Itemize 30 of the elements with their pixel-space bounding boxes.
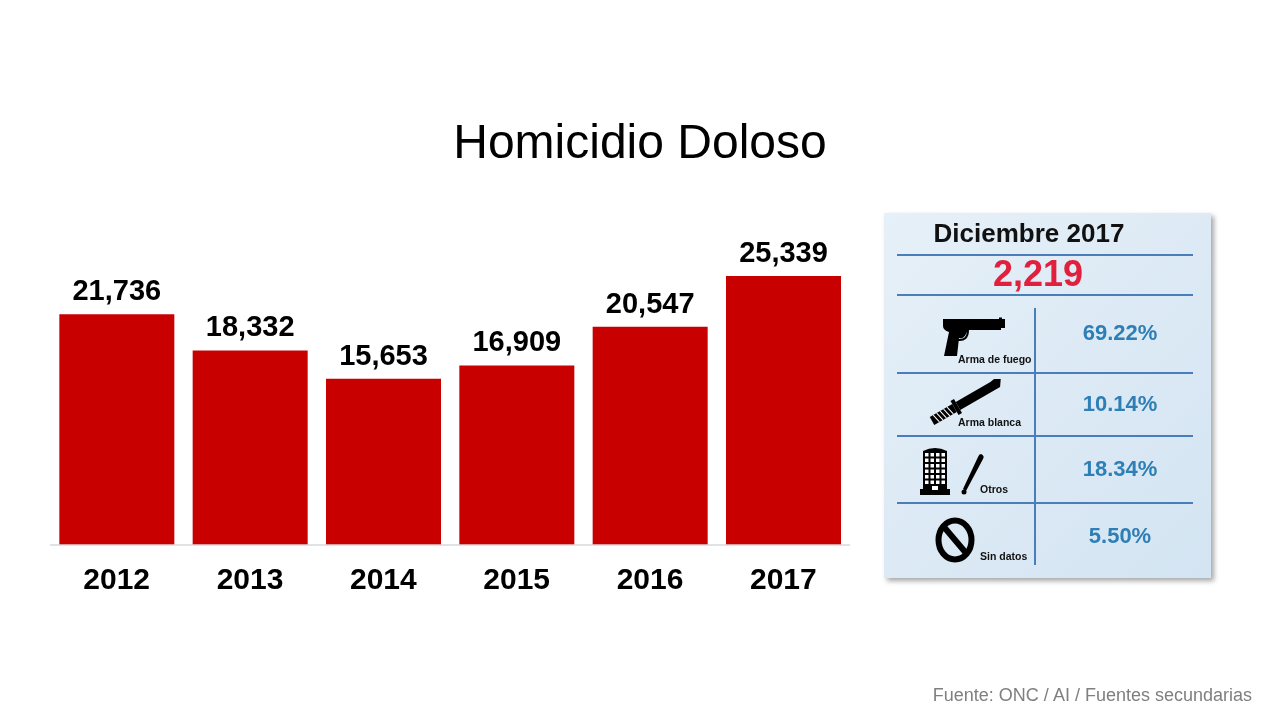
chart-title: Homicidio Doloso <box>453 115 827 168</box>
data-label: 16,909 <box>472 325 562 358</box>
data-label: 15,653 <box>339 338 428 371</box>
category-label: Arma de fuego <box>958 353 1032 365</box>
data-label: 18,332 <box>205 310 295 343</box>
source-note: Fuente: ONC / AI / Fuentes secundarias <box>932 685 1252 705</box>
bar <box>59 314 175 545</box>
data-label: 20,547 <box>605 286 695 319</box>
category-label: Otros <box>980 483 1009 495</box>
x-tick-label: 2013 <box>216 562 284 596</box>
data-label: 21,736 <box>72 274 162 307</box>
category-label: Sin datos <box>980 550 1028 562</box>
x-tick-label: 2012 <box>83 562 151 596</box>
x-tick-label: 2015 <box>483 562 551 596</box>
text: 2,219 <box>992 253 1084 294</box>
bar <box>592 326 708 545</box>
x-tick-label: 2017 <box>749 562 817 596</box>
bar <box>192 350 308 545</box>
x-tick-label: 2016 <box>616 562 684 596</box>
bar <box>326 378 441 545</box>
text: 5.50% <box>1088 522 1152 548</box>
text: Diciembre 2017 <box>933 218 1125 248</box>
bar <box>726 276 841 545</box>
data-label: 25,339 <box>739 236 828 268</box>
text: 10.14% <box>1082 390 1158 416</box>
text: 69.22% <box>1082 319 1158 345</box>
x-tick-label: 2014 <box>349 562 418 596</box>
text: 18.34% <box>1082 455 1158 481</box>
category-label: Arma blanca <box>958 416 1022 428</box>
bar <box>459 365 575 545</box>
